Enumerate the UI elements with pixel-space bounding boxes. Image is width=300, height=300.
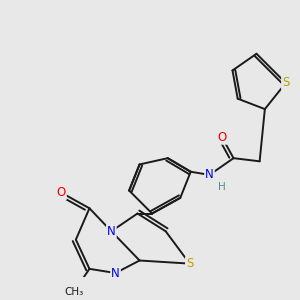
- Text: O: O: [218, 131, 227, 144]
- Text: O: O: [57, 186, 66, 199]
- Text: N: N: [111, 266, 120, 280]
- Text: N: N: [107, 225, 116, 238]
- Text: CH₃: CH₃: [64, 287, 83, 297]
- Text: N: N: [205, 168, 214, 182]
- Text: S: S: [186, 257, 194, 270]
- Text: S: S: [282, 76, 290, 89]
- Text: H: H: [218, 182, 226, 192]
